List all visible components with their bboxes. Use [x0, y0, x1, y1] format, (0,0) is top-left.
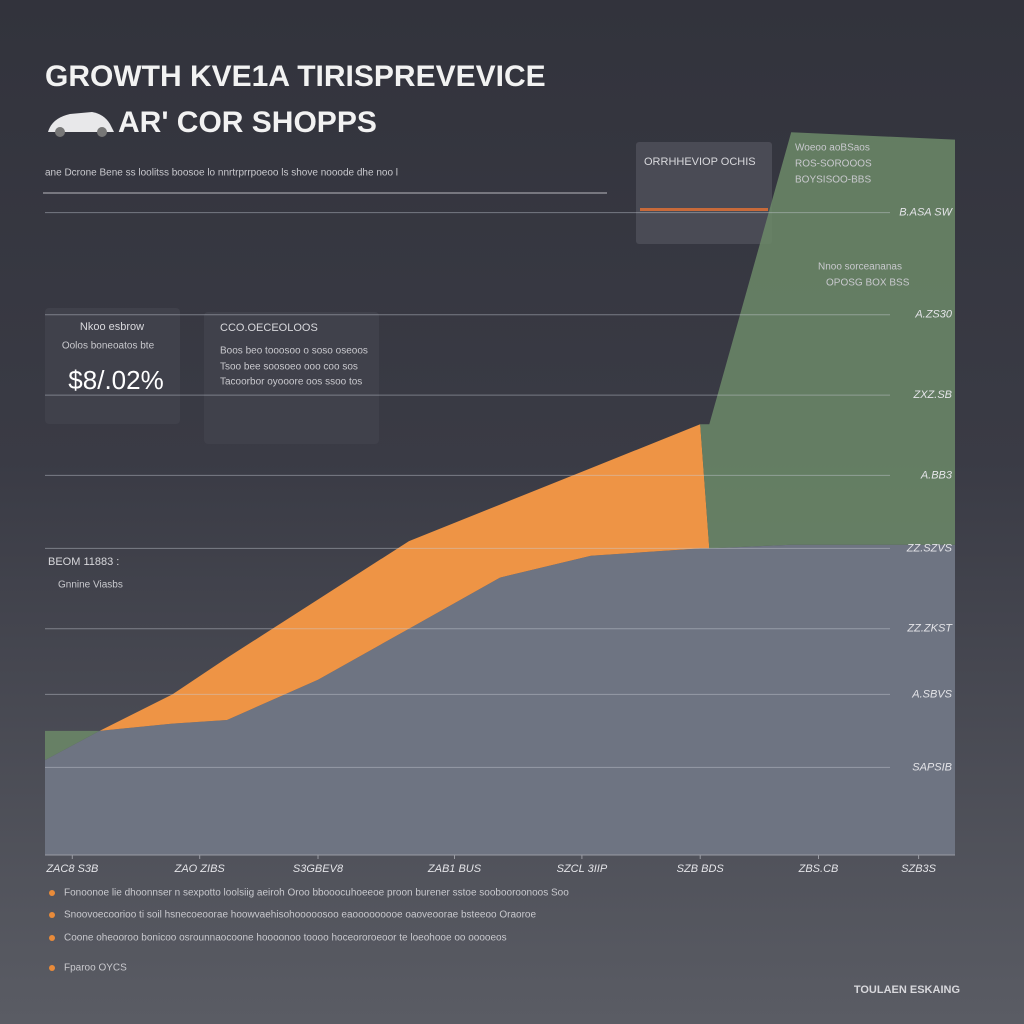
panel-heading: Nkoo esbrow — [80, 321, 144, 333]
y-tick-label: ZZ.SZVS — [906, 542, 953, 554]
chart-subtitle: AR' COR SHOPPS — [118, 106, 377, 139]
bullet-text: Snoovoecoorioo ti soil hsnecoeoorae hoow… — [64, 910, 536, 921]
x-tick-label: ZAC8 S3B — [45, 863, 98, 875]
bullet-text: Fonoonoe lie dhoonnser n sexpotto loolsi… — [64, 888, 569, 899]
bullet-text: Fparoo OYCS — [64, 963, 127, 974]
x-tick-label: ZAO ZIBS — [174, 863, 226, 875]
panel-line: ROS-SOROOOS — [795, 159, 872, 170]
panel-heading: CCO.OECEOLOOS — [220, 322, 318, 334]
panel — [204, 312, 379, 444]
y-tick-label: ZXZ.SB — [912, 389, 952, 401]
side-note: Gnnine Viasbs — [58, 580, 123, 591]
y-tick-label: A.ZS30 — [914, 309, 953, 321]
panel-line: Tsoo bee soosoeo ooo coo sos — [220, 362, 358, 373]
bullet-dot — [49, 912, 55, 918]
x-tick-label: SZB BDS — [677, 863, 725, 875]
area — [45, 424, 955, 761]
area — [45, 132, 955, 761]
y-tick-label: A.BB3 — [920, 469, 953, 481]
footer: TOULAEN ESKAING — [854, 984, 960, 996]
bullet-dot — [49, 935, 55, 941]
panel-line: Oolos boneoatos bte — [62, 341, 155, 352]
panel-bar — [640, 208, 768, 211]
y-tick-label: A.SBVS — [911, 688, 952, 700]
x-tick-label: SZCL 3IIP — [557, 863, 608, 875]
y-tick-label: SAPSIB — [912, 761, 952, 773]
x-tick-label: ZAB1 BUS — [427, 863, 482, 875]
x-tick-label: SZB3S — [901, 863, 937, 875]
bullet-dot — [49, 965, 55, 971]
y-tick-label: ZZ.ZKST — [906, 623, 953, 635]
caption: ane Dcrone Bene ss loolitss boosoe lo nn… — [45, 168, 398, 179]
panel-line: BOYSISOO-BBS — [795, 175, 871, 186]
annotation: Nnoo sorceananas — [818, 262, 902, 273]
panel — [45, 308, 180, 424]
plot: ZAC8 S3B ZAO ZIBS S3GBEV8 ZAB1 BUS SZCL 3IIP… — [45, 132, 955, 875]
bullet-text: Coone oheooroo bonicoo osrounnaocoone ho… — [64, 933, 507, 944]
x-tick-label: S3GBEV8 — [293, 863, 344, 875]
panel — [636, 142, 772, 244]
panel-heading: ORRHHEVIOP OCHIS — [644, 156, 756, 168]
area — [45, 544, 955, 855]
annotation: OPOSG BOX BSS — [826, 278, 910, 289]
bullet-dot — [49, 890, 55, 896]
side-figure: BEOM 11883 : — [48, 556, 119, 568]
panel-figure: $8/.02% — [68, 365, 163, 395]
panel-line: Tacoorbor oyooore oos ssoo tos — [220, 377, 362, 388]
panel-line: Boos beo tooosoo o soso oseoos — [220, 346, 368, 357]
chart-title: GROWTH KVE1A TIRISPREVEVICE — [45, 60, 546, 93]
y-tick-label: B.ASA SW — [899, 207, 953, 219]
bullets: Fonoonoe lie dhoonnser n sexpotto loolsi… — [49, 888, 569, 974]
panel-heading: Woeoo aoBSaos — [795, 143, 870, 154]
x-tick-label: ZBS.CB — [798, 863, 839, 875]
car-icon — [48, 112, 114, 137]
